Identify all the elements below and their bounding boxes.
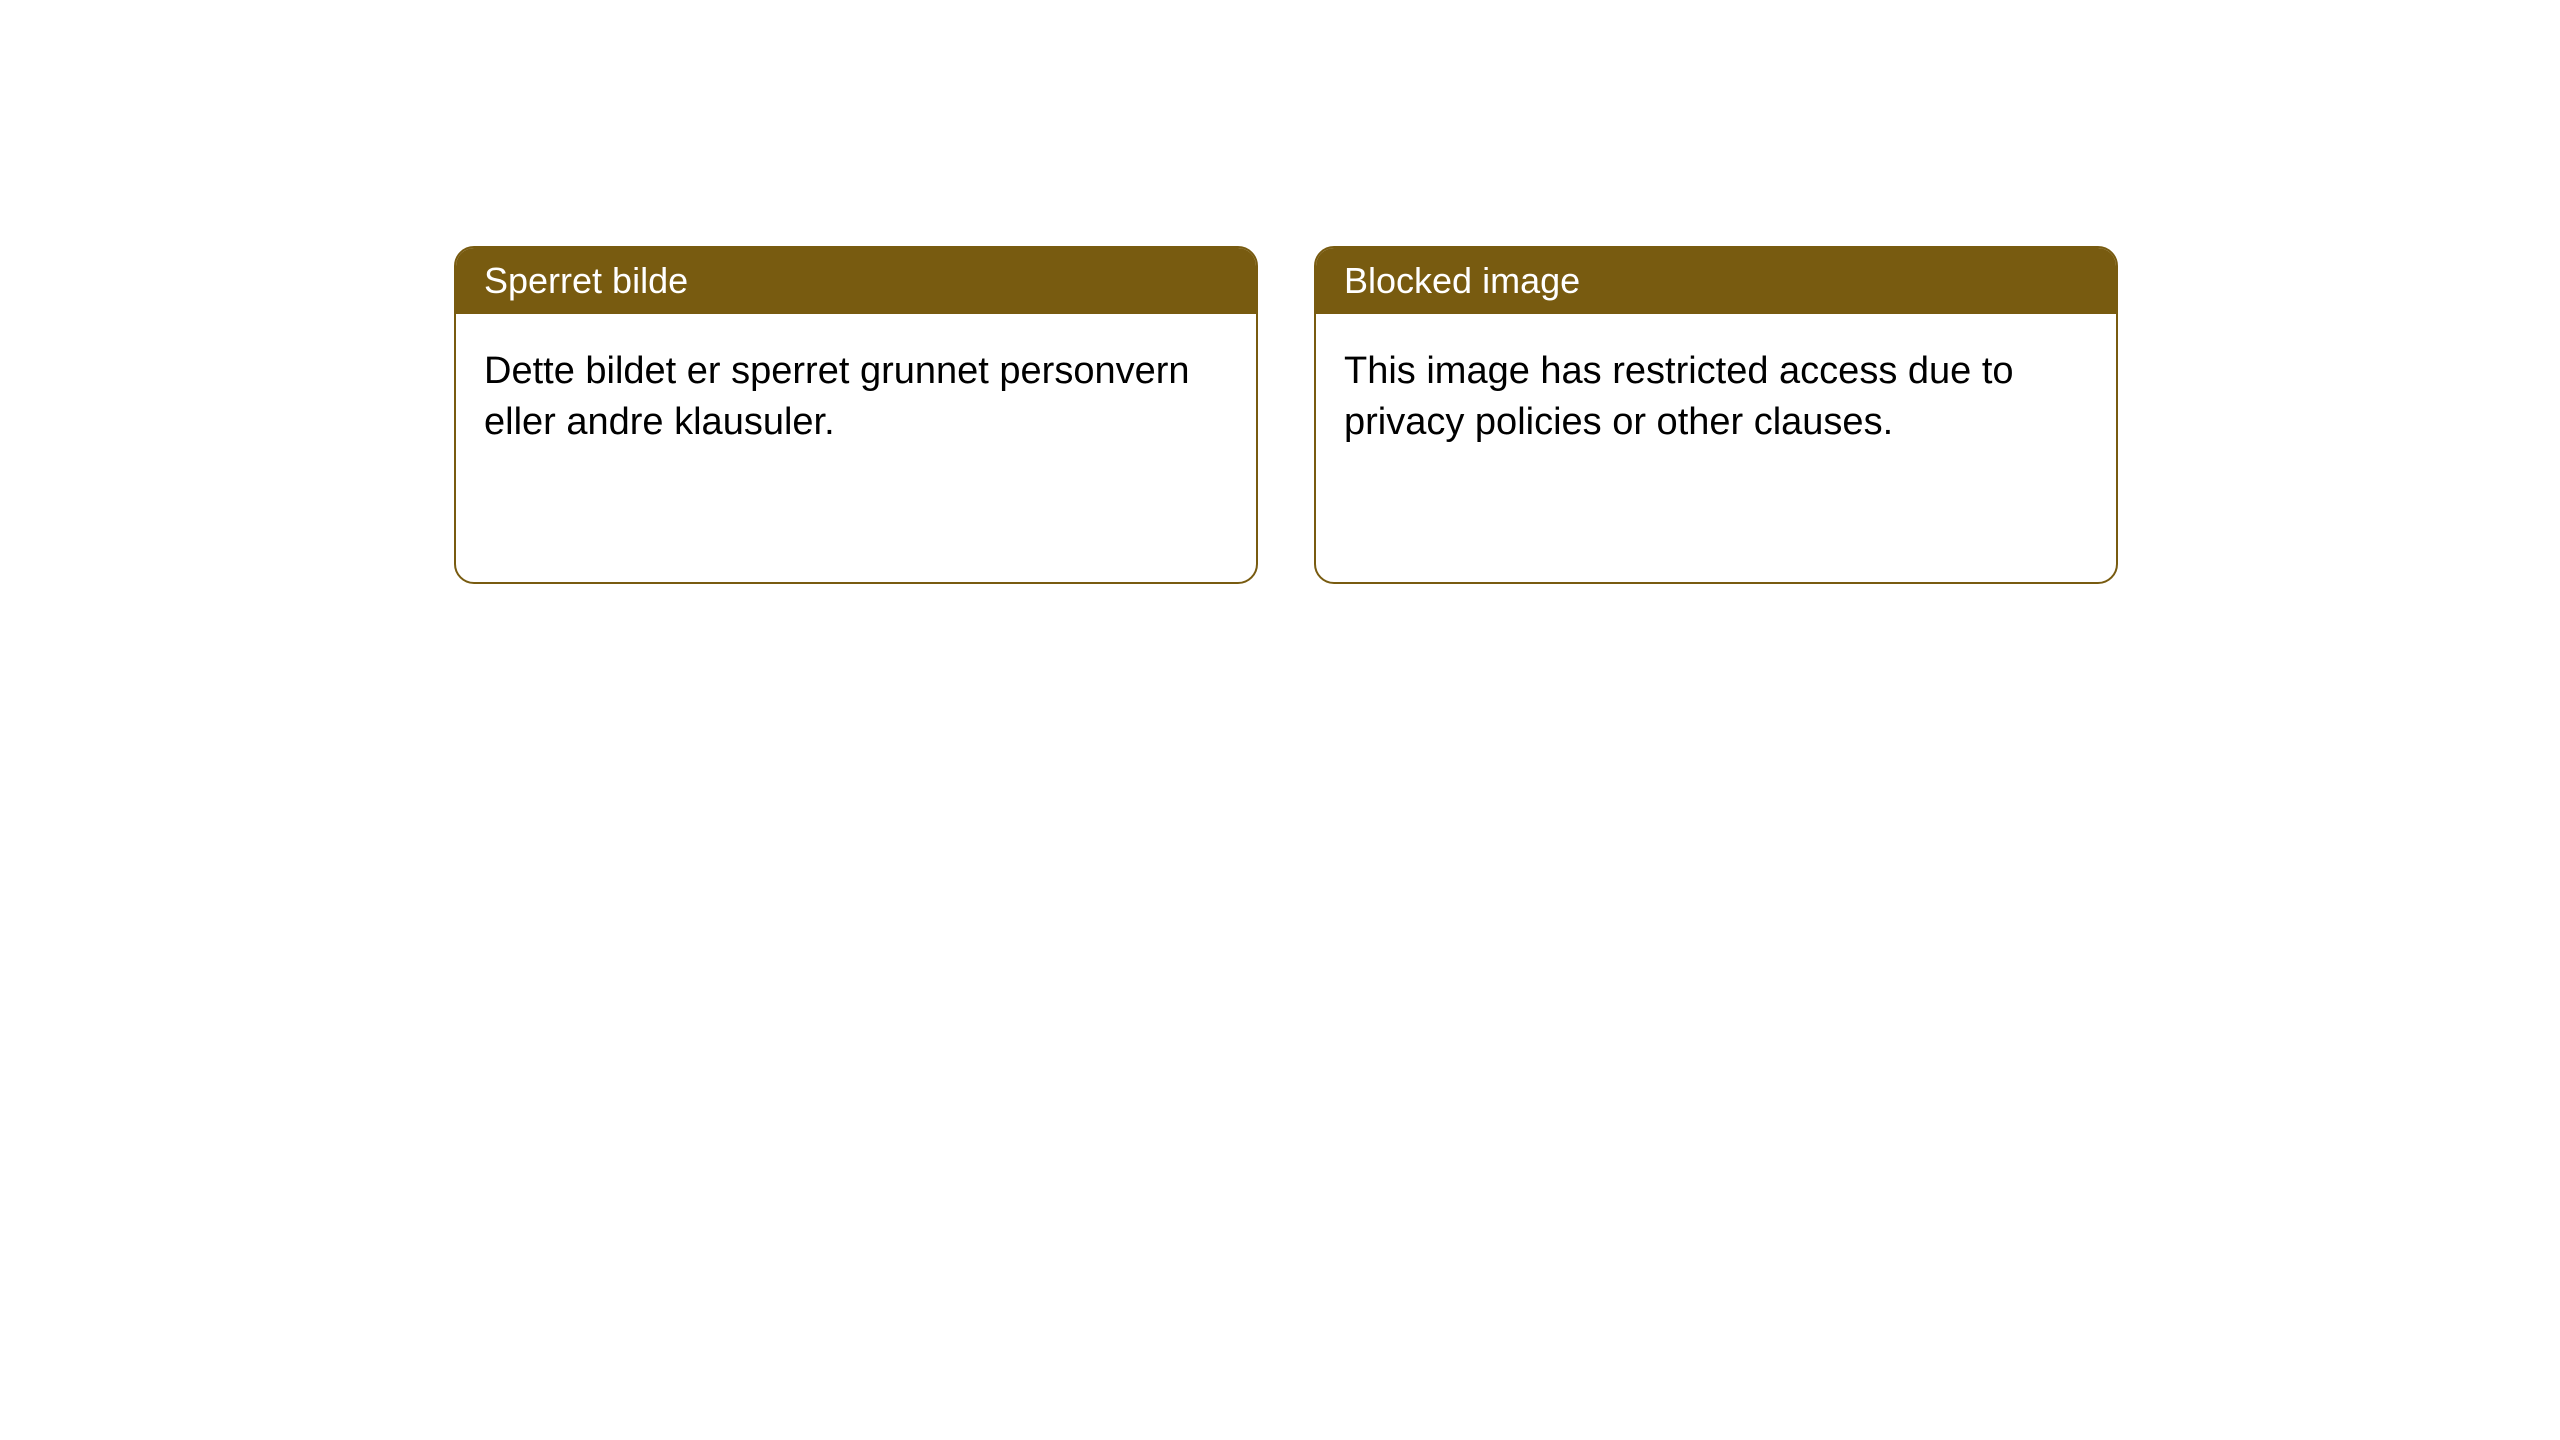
card-body: Dette bildet er sperret grunnet personve… <box>456 314 1256 481</box>
card-title: Blocked image <box>1344 260 1580 301</box>
card-title: Sperret bilde <box>484 260 688 301</box>
card-header: Sperret bilde <box>456 248 1256 314</box>
blocked-image-card-no: Sperret bilde Dette bildet er sperret gr… <box>454 246 1258 584</box>
card-body-text: Dette bildet er sperret grunnet personve… <box>484 350 1190 443</box>
blocked-image-card-en: Blocked image This image has restricted … <box>1314 246 2118 584</box>
card-body-text: This image has restricted access due to … <box>1344 350 2014 443</box>
notice-container: Sperret bilde Dette bildet er sperret gr… <box>0 0 2560 584</box>
card-header: Blocked image <box>1316 248 2116 314</box>
card-body: This image has restricted access due to … <box>1316 314 2116 481</box>
